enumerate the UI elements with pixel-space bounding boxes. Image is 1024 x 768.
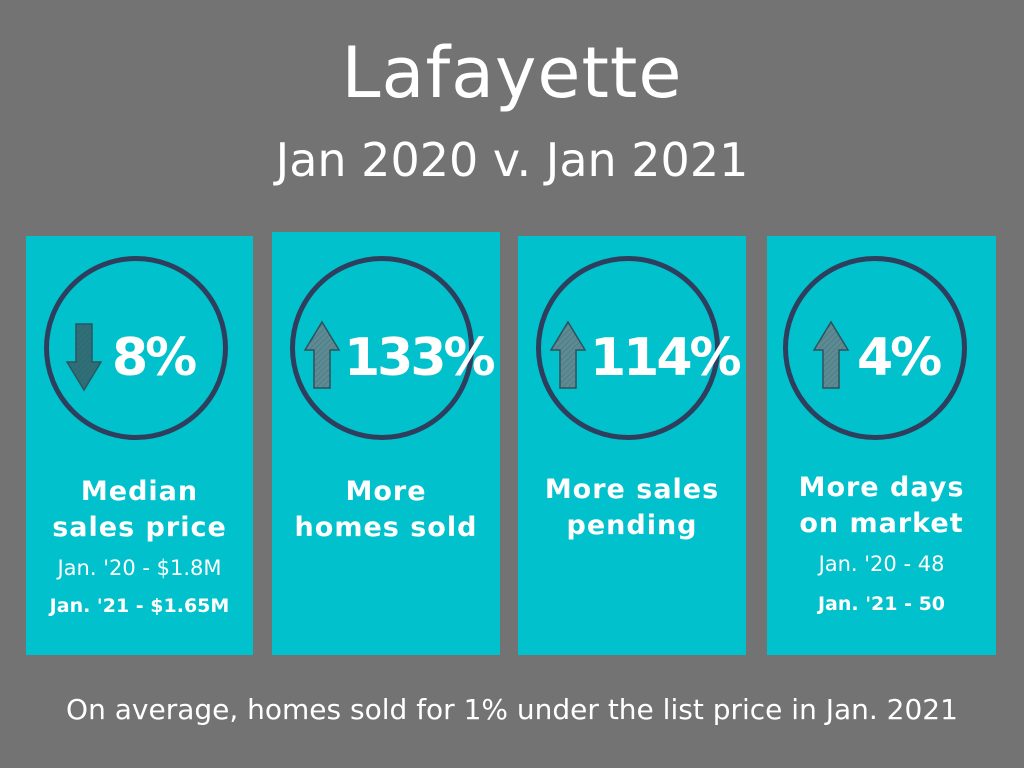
stat-detail-2021: Jan. '21 - 50 [817,593,946,615]
stat-ring [44,256,228,440]
stat-label: More sales [544,474,720,505]
stat-percent: 8% [112,328,197,388]
arrow-up-icon [813,320,849,389]
stat-detail-2020: Jan. '20 - $1.8M [57,556,222,580]
stat-label: pending [566,510,698,541]
stat-card-homes-sold: 133% More homes sold [272,232,500,655]
arrow-down-icon [66,323,102,392]
stat-percent: 114% [590,328,742,388]
stat-label: Median [80,476,199,507]
stat-card-sales-pending: 114% More sales pending [518,236,746,655]
stat-percent: 133% [344,328,496,388]
stat-percent: 4% [857,328,942,388]
footer-note: On average, homes sold for 1% under the … [66,693,958,726]
stat-label: homes sold [294,512,478,543]
stat-label: More days [798,472,965,503]
stat-label: More [345,476,427,507]
arrow-up-icon [550,320,586,389]
stat-label: on market [799,508,964,539]
stat-card-days-on-market: 4% More days on market Jan. '20 - 48 Jan… [767,236,996,655]
page-title: Lafayette [341,32,683,114]
stat-ring [536,256,720,440]
stat-ring [290,256,474,440]
arrow-up-icon [304,320,340,389]
stat-detail-2020: Jan. '20 - 48 [818,552,945,576]
page-subtitle: Jan 2020 v. Jan 2021 [275,133,749,187]
stat-label: sales price [52,512,227,543]
stat-card-median-price: 8% Median sales price Jan. '20 - $1.8M J… [26,236,253,655]
stat-detail-2021: Jan. '21 - $1.65M [49,595,230,617]
stat-ring [783,256,967,440]
